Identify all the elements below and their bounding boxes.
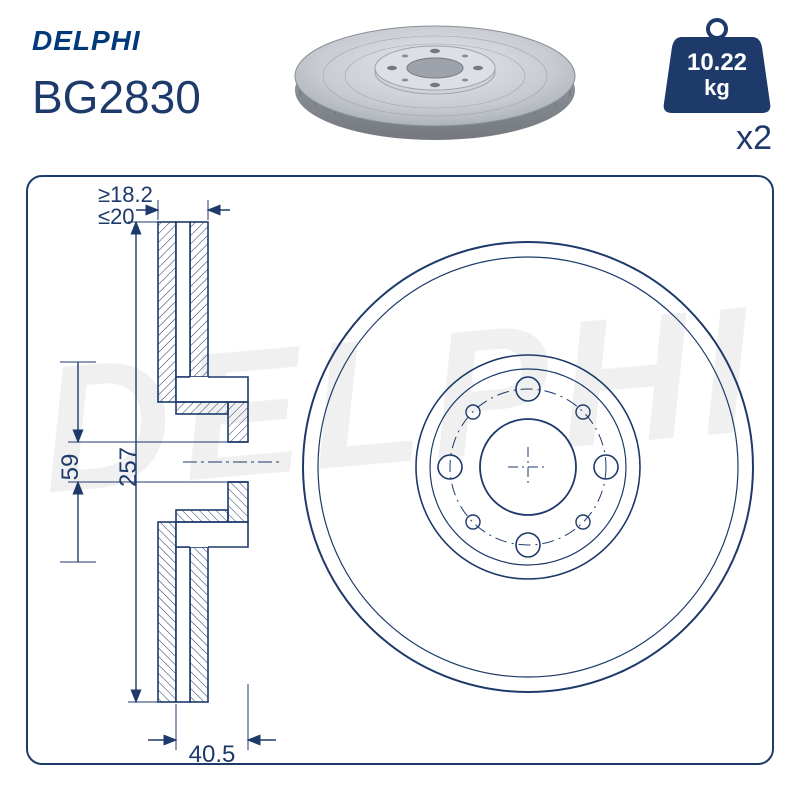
- brand-logo: DELPHI: [32, 25, 141, 57]
- technical-drawing: ≥18.2 ≤20 59 257: [28, 177, 776, 767]
- dim-thickness-max: ≤20: [98, 204, 135, 229]
- weight-value: 10.22: [687, 49, 747, 76]
- dim-hub-value: 59: [57, 454, 84, 481]
- rotor-3d-image: [280, 18, 590, 153]
- dim-outer: 257: [115, 222, 158, 702]
- quantity-label: x2: [662, 115, 772, 158]
- dim-height-value: 40.5: [189, 741, 236, 767]
- diagram-frame: ≥18.2 ≤20 59 257: [26, 175, 774, 765]
- face-view: [303, 242, 753, 692]
- weight-block: 10.22 kg x2: [662, 15, 772, 158]
- weight-icon: 10.22 kg: [662, 15, 772, 115]
- part-number: BG2830: [32, 70, 201, 124]
- dim-outer-value: 257: [115, 447, 142, 487]
- header: DELPHI BG2830: [0, 0, 800, 175]
- cross-section: ≥18.2 ≤20 59 257: [57, 182, 283, 767]
- weight-unit: kg: [704, 75, 730, 100]
